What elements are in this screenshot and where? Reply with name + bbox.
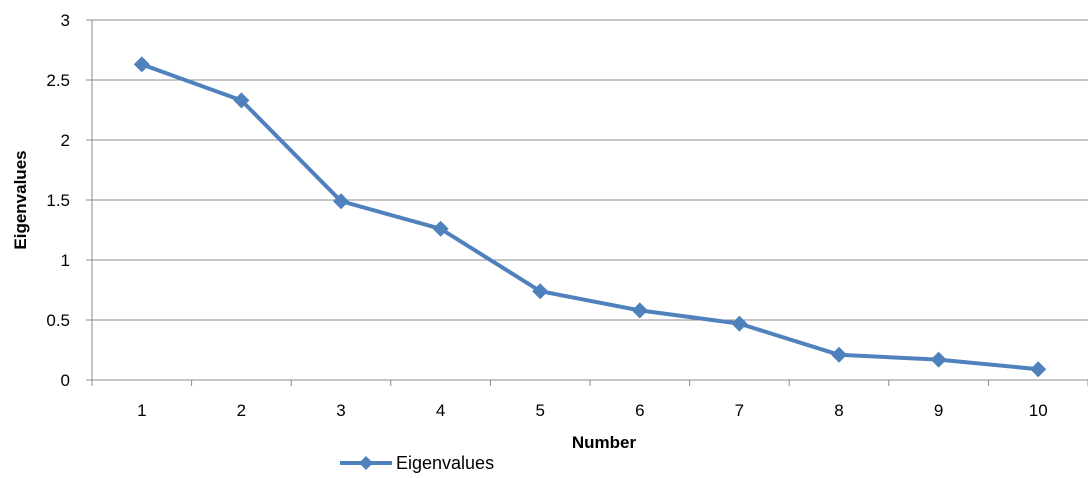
x-tick-label: 9 — [934, 401, 943, 420]
x-tick-label: 3 — [336, 401, 345, 420]
y-tick-labels: 0 0.5 1 1.5 2 2.5 3 — [46, 11, 70, 390]
gridlines — [92, 19, 1088, 321]
legend: Eigenvalues — [340, 453, 494, 473]
x-tick-label: 1 — [137, 401, 146, 420]
legend-marker-diamond — [359, 456, 373, 470]
data-point — [831, 346, 847, 363]
data-point — [333, 193, 349, 210]
data-point — [631, 302, 648, 319]
legend-label: Eigenvalues — [396, 453, 494, 473]
x-axis-title: Number — [572, 433, 637, 452]
y-tick-label: 3 — [61, 11, 70, 30]
x-tick-label: 5 — [535, 401, 544, 420]
y-tick-label: 0 — [61, 371, 70, 390]
data-point — [731, 315, 748, 332]
data-point — [432, 220, 449, 237]
y-tick-label: 0.5 — [46, 311, 70, 330]
data-point — [133, 56, 150, 73]
x-tick-label: 8 — [834, 401, 843, 420]
y-tick-label: 2.5 — [46, 71, 70, 90]
x-tick-labels: 1 2 3 4 5 6 7 8 9 10 — [137, 401, 1048, 420]
x-tick-label: 10 — [1029, 401, 1048, 420]
x-tick-label: 4 — [436, 401, 445, 420]
data-point — [930, 351, 947, 368]
series-line — [141, 62, 1039, 372]
y-tick-label: 2 — [61, 131, 70, 150]
y-tick-label: 1 — [61, 251, 70, 270]
data-point — [1030, 361, 1047, 378]
y-axis-title: Eigenvalues — [11, 150, 30, 249]
x-tick-label: 6 — [635, 401, 644, 420]
x-tick-label: 7 — [735, 401, 744, 420]
axes — [86, 19, 1088, 386]
x-tick-label: 2 — [237, 401, 246, 420]
series-layer — [133, 56, 1047, 378]
y-tick-label: 1.5 — [46, 191, 70, 210]
data-point — [233, 92, 250, 109]
data-point — [532, 283, 549, 300]
